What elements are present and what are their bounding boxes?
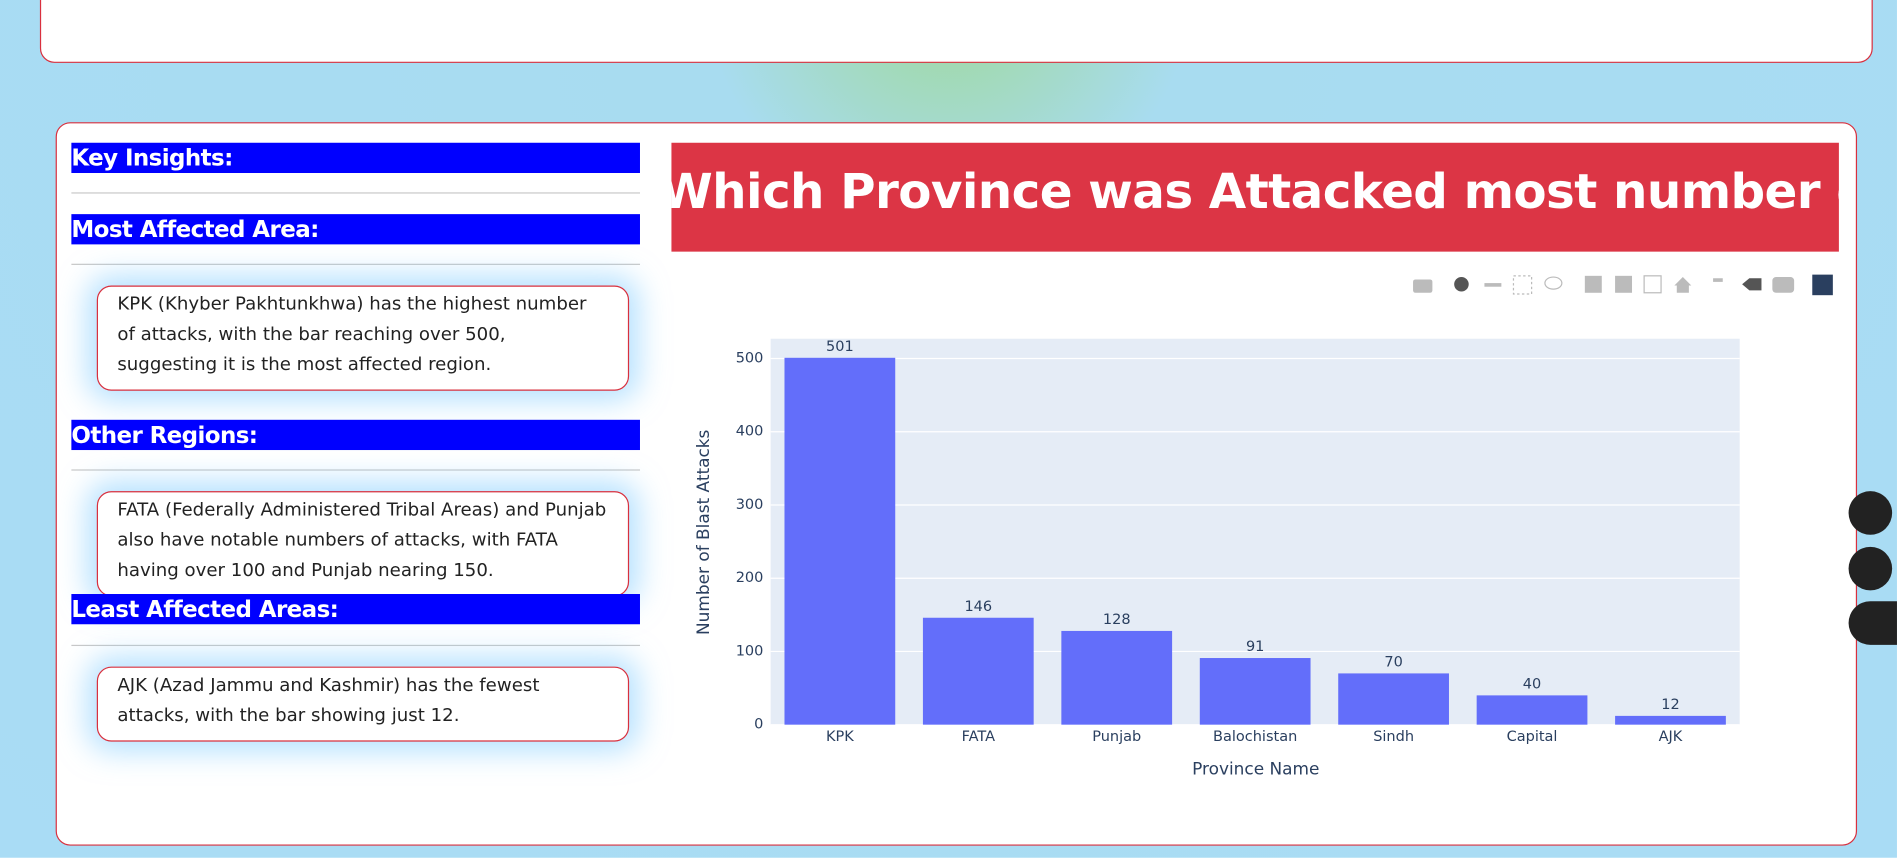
x-tick-label: FATA [962,729,996,745]
insight-text: FATA (Federally Administered Tribal Area… [96,491,630,597]
spike-button[interactable] [1713,278,1723,282]
y-tick-label: 0 [754,717,763,733]
data-label: 501 [826,339,854,355]
plotly-logo[interactable] [1812,274,1833,296]
section-heading: Least Affected Areas: [71,594,640,625]
x-tick-label: KPK [826,729,854,745]
apps-button[interactable] [1848,546,1893,591]
data-label: 146 [964,599,992,615]
bar [1615,715,1726,725]
top-card [39,0,1873,63]
reset-button[interactable] [1674,277,1692,293]
x-tick-label: Punjab [1092,729,1141,745]
x-axis-title: Province Name [1192,758,1319,778]
divider [71,192,640,194]
insight-text: AJK (Azad Jammu and Kashmir) has the few… [96,666,630,742]
zoom-out-button[interactable] [1615,275,1633,293]
chart: Province Name Number of Blast Attacks 0 1… [693,338,1740,778]
data-label: 70 [1384,655,1402,671]
x-tick-label: Capital [1507,729,1558,745]
chart-title: Which Province was Attacked most number … [671,164,1838,221]
bar [922,617,1034,725]
autoscale-button[interactable] [1643,275,1662,294]
hover-compare-button[interactable] [1772,277,1795,293]
bar [1338,673,1449,725]
y-tick-label: 200 [736,570,764,586]
y-tick-label: 400 [736,424,764,440]
divider [71,644,640,647]
section-heading: Most Affected Area: [71,214,640,245]
x-tick-label: Balochistan [1213,729,1297,745]
reader-button[interactable] [1848,491,1893,535]
assistant-button[interactable] [1848,601,1897,645]
y-axis-title: Number of Blast Attacks [693,430,713,635]
zoom-in-button[interactable] [1584,275,1602,293]
pan-button[interactable] [1484,283,1502,287]
data-label: 128 [1103,612,1131,628]
insight-text: KPK (Khyber Pakhtunkhwa) has the highest… [96,285,630,391]
select-button[interactable] [1512,275,1533,295]
lasso-button[interactable] [1544,276,1563,290]
camera-button[interactable] [1413,279,1433,293]
x-tick-label: AJK [1659,729,1683,745]
hover-closest-button[interactable] [1742,278,1762,291]
bar [1476,695,1588,725]
bar [784,357,896,725]
x-tick-label: Sindh [1373,729,1414,745]
bar [1199,658,1311,725]
data-label: 12 [1661,697,1679,713]
divider [71,469,640,471]
insights-heading: Key Insights: [71,142,640,174]
bar [1061,630,1173,725]
section-heading: Other Regions: [71,419,640,451]
divider [71,263,640,265]
data-label: 91 [1246,639,1264,655]
data-label: 40 [1523,676,1541,692]
y-tick-label: 300 [736,497,764,513]
zoom-button[interactable] [1454,277,1469,292]
y-tick-label: 100 [736,643,764,659]
y-tick-label: 500 [736,351,764,367]
modebar [1413,274,1833,296]
title-banner: Which Province was Attacked most number … [671,142,1839,252]
